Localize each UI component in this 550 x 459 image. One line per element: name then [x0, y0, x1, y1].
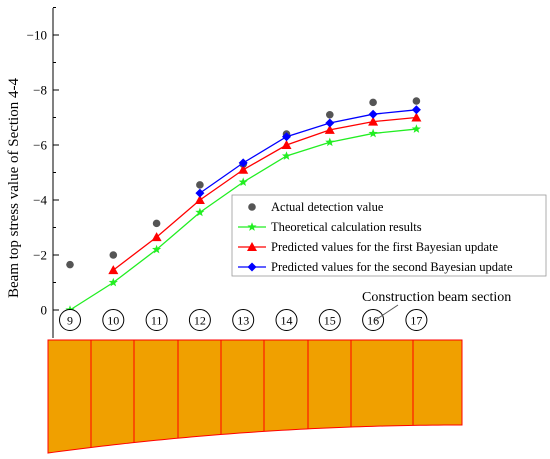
construction-beam-diagram: [47, 339, 463, 454]
section-marker-circle: [275, 309, 298, 331]
legend-label: Predicted values for the first Bayesian …: [271, 240, 498, 254]
y-tick-label: −8: [33, 83, 47, 98]
data-point: [152, 244, 162, 254]
x-tick-label: 16: [367, 314, 379, 328]
data-point: [369, 98, 377, 107]
legend-marker: [247, 242, 257, 251]
section-marker-circle: [232, 309, 255, 331]
section-marker-circle: [188, 309, 211, 331]
data-point: [151, 232, 162, 242]
legend-item: Predicted values for the first Bayesian …: [238, 240, 498, 254]
legend-marker: [247, 222, 257, 231]
y-tick-label: 0: [41, 303, 48, 318]
data-point: [281, 151, 292, 160]
y-tick-label: −10: [27, 28, 47, 43]
x-tick-label: 13: [237, 314, 249, 328]
data-point: [368, 128, 378, 138]
legend-label: Theoretical calculation results: [271, 220, 422, 234]
data-point: [108, 277, 118, 287]
section-marker-circle: [405, 309, 428, 331]
x-tick-label: 11: [151, 314, 163, 328]
data-point: [109, 251, 118, 259]
data-point: [108, 265, 119, 275]
section-marker-circle: [59, 309, 81, 331]
data-point: [238, 158, 248, 168]
data-point: [368, 109, 378, 119]
x-tick-label: 10: [107, 314, 119, 328]
x-tick-label: 15: [324, 314, 336, 328]
legend-item: Theoretical calculation results: [238, 220, 422, 234]
annotation-label: Construction beam section: [362, 290, 511, 305]
data-point: [411, 112, 422, 122]
data-point: [325, 118, 335, 128]
data-point: [195, 188, 205, 198]
data-point: [196, 181, 204, 189]
y-tick-label: −6: [33, 138, 47, 153]
x-tick-label: 9: [67, 314, 73, 328]
data-point: [324, 124, 335, 134]
y-tick-label: −2: [33, 248, 47, 263]
legend-marker: [247, 262, 257, 272]
legend-marker: [248, 203, 256, 211]
data-point: [281, 140, 292, 149]
section-marker-circle: [102, 309, 125, 331]
data-point: [194, 195, 205, 204]
y-axis-title: Beam top stress value of Section 4-4: [6, 78, 22, 298]
series-line: [112, 116, 417, 271]
data-point: [411, 105, 421, 115]
x-tick-label: 14: [281, 314, 293, 328]
x-tick-label: 12: [194, 314, 206, 328]
data-point: [326, 110, 334, 119]
series-4: [195, 105, 421, 198]
plot-area: 0 −2 −4 −6 −8 −10 Beam top stress value of Sec…: [6, 7, 511, 338]
data-point: [66, 260, 74, 269]
data-point: [238, 177, 248, 187]
annotation-leader-line: [373, 304, 399, 322]
series-line: [199, 109, 417, 194]
legend-item: Predicted values for the second Bayesian…: [238, 260, 513, 274]
beam-body: [47, 339, 463, 454]
data-point: [411, 124, 421, 133]
legend-box: [231, 194, 547, 277]
legend: Actual detection value Theoretical calcul…: [231, 194, 547, 277]
data-point: [238, 164, 249, 174]
data-point: [368, 116, 379, 126]
data-point: [412, 97, 421, 105]
series-3: [108, 112, 422, 275]
section-marker-circle: [362, 309, 385, 331]
data-point: [325, 137, 335, 147]
data-point: [282, 132, 291, 142]
y-tick-label: −4: [33, 193, 47, 208]
data-point: [152, 219, 161, 228]
data-point: [195, 207, 205, 217]
legend-label: Actual detection value: [271, 200, 384, 214]
series-2: [65, 124, 421, 314]
legend-label: Predicted values for the second Bayesian…: [271, 260, 513, 274]
legend-item: Actual detection value: [248, 200, 384, 214]
section-marker-circle: [145, 309, 168, 331]
x-tick-label: 17: [410, 314, 422, 328]
section-marker-circle: [318, 309, 341, 331]
